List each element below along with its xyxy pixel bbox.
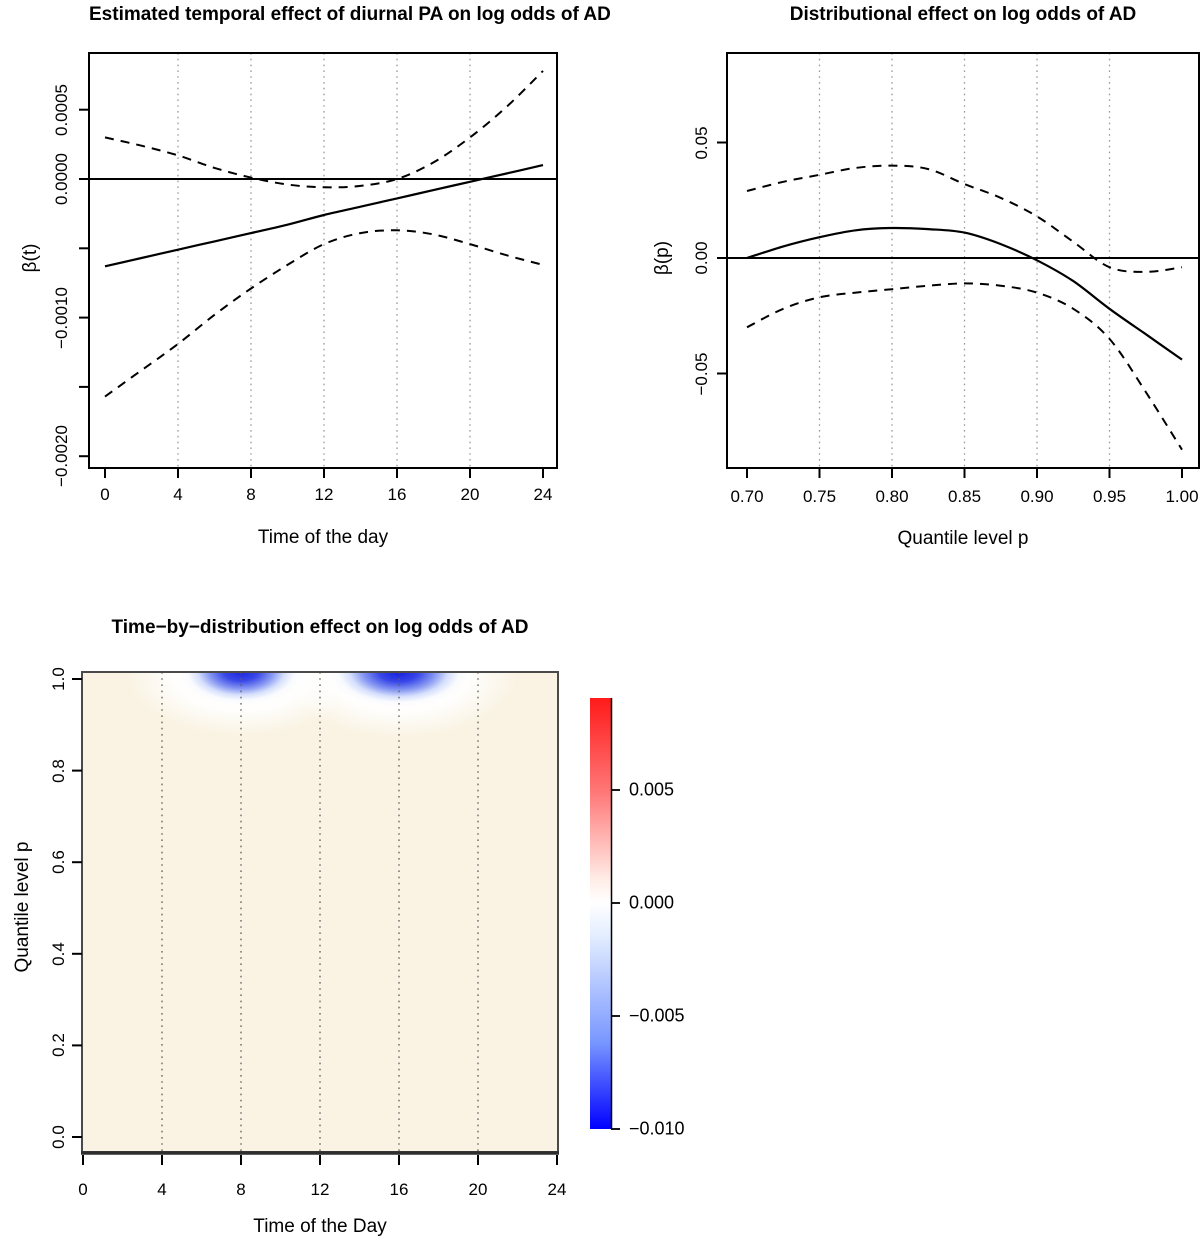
- p2-x-tick-label-1: 0.75: [802, 487, 837, 506]
- p2-x-tick-label-3: 0.85: [947, 487, 982, 506]
- p2-lower-95-ci-line: [746, 282, 1183, 451]
- panel3-y-axis-label-text: Quantile level p: [12, 841, 33, 973]
- p2-estimate-line: [746, 226, 1183, 361]
- colorbar-gradient: [590, 698, 611, 1129]
- p2-x-tick-label-0: 0.70: [730, 487, 764, 506]
- p2-x-tick-label-6: 1.00: [1165, 487, 1199, 506]
- p3-x-tick-label-4: 16: [389, 1180, 409, 1199]
- p3-y-tick-label-3: 0.4: [49, 941, 68, 966]
- colorbar-tick-label-3: −0.010: [629, 1118, 685, 1139]
- p2-y-tick-label-1: 0.00: [692, 241, 711, 275]
- p1-y-tick-label-1: 0.0000: [52, 153, 71, 205]
- p3-x-tick-label-1: 4: [157, 1180, 167, 1199]
- panel1-x-axis-label: Time of the day: [257, 527, 389, 548]
- p1-upper-95-ci-line: [104, 70, 544, 189]
- p1-x-tick-label-3: 12: [314, 485, 334, 504]
- panel1-title: Estimated temporal effect of diurnal PA …: [89, 4, 611, 25]
- p3-y-tick-label-4: 0.2: [49, 1033, 68, 1058]
- panel2-title: Distributional effect on log odds of AD: [789, 4, 1137, 25]
- p1-plot-box: [88, 52, 558, 469]
- p1-x-tick-label-4: 16: [387, 485, 407, 504]
- panel3-x-axis-label: Time of the Day: [253, 1216, 387, 1237]
- p1-x-tick-label-5: 20: [460, 485, 480, 504]
- p3-y-tick-label-0: 1.0: [49, 667, 68, 691]
- p2-plot-box: [726, 52, 1200, 469]
- p1-x-tick-label-6: 24: [533, 485, 553, 504]
- p2-x-tick-label-2: 0.80: [875, 487, 909, 506]
- colorbar-tick-label-2: −0.005: [629, 1005, 685, 1026]
- colorbar-tick-label-0: 0.005: [629, 779, 675, 800]
- p2-upper-95-ci-line: [746, 164, 1183, 273]
- colorbar-tick-label-1: 0.000: [629, 892, 675, 913]
- heatmap-area: [82, 672, 558, 1152]
- p2-x-tick-label-4: 0.90: [1020, 487, 1054, 506]
- p1-y-tick-label-0: 0.0005: [52, 83, 71, 136]
- p1-lower-95-ci-line: [104, 229, 544, 398]
- p3-y-tick-label-5: 0.0: [49, 1125, 68, 1149]
- panel1-y-axis-label-text: β(t): [20, 243, 41, 273]
- p3-x-tick-label-2: 8: [236, 1180, 246, 1199]
- p3-y-tick-label-1: 0.8: [49, 758, 68, 783]
- p3-x-tick-label-6: 24: [547, 1180, 567, 1199]
- p1-x-tick-label-0: 0: [100, 485, 110, 504]
- p1-x-tick-label-2: 8: [246, 485, 256, 504]
- p1-y-tick-label-5: −0.0020: [52, 425, 71, 488]
- panel2-y-axis-label-text: β(p): [652, 240, 673, 276]
- p1-y-tick-label-3: −0.0010: [52, 286, 71, 349]
- panel3-title: Time−by−distribution effect on log odds …: [111, 617, 529, 638]
- p2-x-tick-label-5: 0.95: [1092, 487, 1127, 506]
- p1-estimate-line: [104, 164, 544, 268]
- p3-x-tick-label-5: 20: [468, 1180, 488, 1199]
- p3-x-tick-label-0: 0: [78, 1180, 88, 1199]
- p2-y-tick-label-2: −0.05: [692, 351, 711, 396]
- p1-x-tick-label-1: 4: [173, 485, 183, 504]
- p3-y-tick-label-2: 0.6: [49, 850, 68, 875]
- panel2-x-axis-label: Quantile level p: [897, 528, 1029, 549]
- p2-y-tick-label-0: 0.05: [692, 125, 711, 160]
- p3-x-tick-label-3: 12: [310, 1180, 330, 1199]
